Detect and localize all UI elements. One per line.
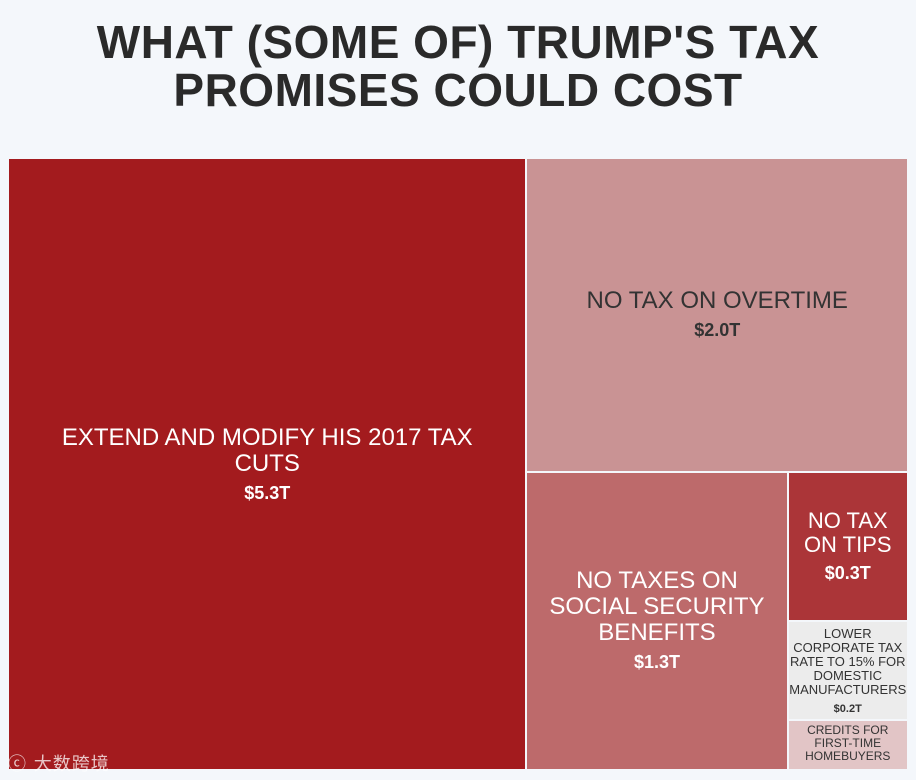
treemap-cell: NO TAX ON OVERTIME $2.0T: [527, 159, 907, 471]
chart-title-line-1: WHAT (SOME OF) TRUMP'S TAX: [96, 16, 820, 68]
treemap-cell-label: LOWER CORPORATE TAX RATE TO 15% FOR DOME…: [789, 625, 907, 697]
treemap-cell: LOWER CORPORATE TAX RATE TO 15% FOR DOME…: [788, 621, 907, 720]
chart-title: WHAT (SOME OF) TRUMP'S TAX PROMISES COUL…: [0, 18, 916, 114]
treemap-cell-label: NO TAX ON TIPS: [803, 507, 892, 557]
treemap-cell-value: $0.2T: [833, 702, 862, 715]
treemap-cell-value: $0.3T: [824, 562, 871, 583]
treemap-cell: EXTEND AND MODIFY HIS 2017 TAX CUTS $5.3T: [9, 159, 526, 769]
treemap-cell-label: NO TAX ON OVERTIME: [586, 287, 848, 315]
watermark: ⓒ 大数跨境: [8, 754, 110, 775]
treemap-cell-label: NO TAXES ON SOCIAL SECURITY BENEFITS: [549, 567, 765, 647]
treemap-cell-value: $1.3T: [633, 652, 680, 673]
treemap-cell: NO TAX ON TIPS $0.3T: [788, 472, 907, 620]
treemap-cell-label: EXTEND AND MODIFY HIS 2017 TAX CUTS: [61, 423, 473, 477]
treemap-cell-value: $2.0T: [694, 320, 741, 341]
chart-title-line-2: PROMISES COULD COST: [173, 64, 743, 116]
treemap-cell-label: NEW TAX CREDITS FOR FIRST-TIME HOMEBUYER…: [805, 721, 891, 763]
treemap-cell: NEW TAX CREDITS FOR FIRST-TIME HOMEBUYER…: [788, 721, 907, 769]
treemap-cell-value: $5.3T: [244, 482, 291, 503]
treemap-cell: NO TAXES ON SOCIAL SECURITY BENEFITS $1.3…: [527, 472, 787, 769]
